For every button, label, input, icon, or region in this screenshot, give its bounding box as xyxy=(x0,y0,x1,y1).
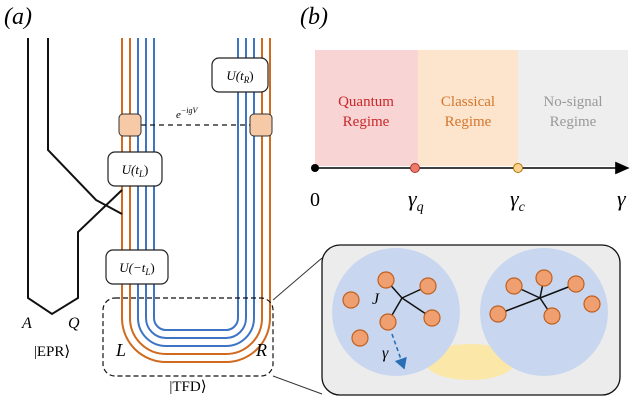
state-label: |TFD⟩ xyxy=(169,379,206,395)
coupling-label: J xyxy=(372,291,380,308)
axis-point xyxy=(514,164,523,173)
regime-label: No-signal xyxy=(543,94,602,110)
regime-label: Quantum xyxy=(338,94,394,110)
wire-label: Q xyxy=(68,315,80,332)
state-label: |EPR⟩ xyxy=(34,344,70,360)
wire-label: A xyxy=(21,315,32,332)
regime-label: Regime xyxy=(343,114,390,130)
axis-tick-label: γc xyxy=(510,186,526,215)
panel-label: (b) xyxy=(300,4,328,30)
coupling-node xyxy=(250,114,272,136)
regime-label: Regime xyxy=(445,114,492,130)
callout-line xyxy=(273,376,322,394)
gate-end: ) xyxy=(249,68,253,83)
gate-label: U(−tL) xyxy=(119,260,154,277)
q-wire xyxy=(48,38,122,214)
gate-end: ) xyxy=(150,260,154,275)
coupling-label: e−igV xyxy=(176,106,199,121)
figure: (a) e−igV U(tR) U(tL) U(−tL) A Q |EPR⟩ L… xyxy=(0,0,632,412)
tick-sub: c xyxy=(519,200,526,215)
coupling-node xyxy=(119,114,141,136)
axis-end-label: γ xyxy=(617,186,627,211)
gate-text: U(t xyxy=(122,162,140,177)
axis-tick-label: γq xyxy=(408,186,424,215)
gate-label: U(tL) xyxy=(122,162,149,179)
panel-label: (a) xyxy=(4,4,32,30)
axis-point xyxy=(411,164,420,173)
regime-label: Regime xyxy=(550,114,597,130)
gate-label: U(tR) xyxy=(226,68,253,85)
axis-point xyxy=(311,164,319,172)
gate-end: ) xyxy=(144,162,148,177)
rate-label: γ xyxy=(382,345,389,362)
coupling-exponent: −igV xyxy=(181,106,199,115)
regime-label: Classical xyxy=(441,94,495,110)
tick-sub: q xyxy=(417,200,424,215)
gate-text: U(t xyxy=(226,68,244,83)
wire-label: L xyxy=(115,340,126,360)
cluster xyxy=(332,248,460,376)
callout-line xyxy=(273,258,322,300)
gate-text: U(−t xyxy=(119,260,145,275)
axis-tick-label: 0 xyxy=(310,189,320,211)
wire-label: R xyxy=(255,340,267,360)
